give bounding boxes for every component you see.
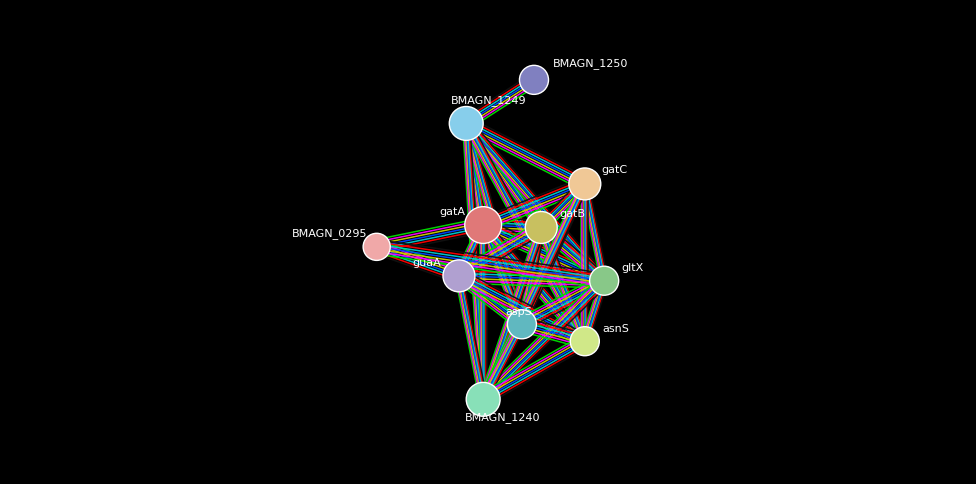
Circle shape — [443, 260, 475, 292]
Circle shape — [467, 382, 500, 416]
Text: gatC: gatC — [602, 166, 628, 175]
Circle shape — [363, 233, 390, 260]
Text: BMAGN_0295: BMAGN_0295 — [292, 228, 367, 239]
Circle shape — [449, 106, 483, 140]
Text: BMAGN_1249: BMAGN_1249 — [451, 95, 527, 106]
Circle shape — [508, 310, 537, 339]
Circle shape — [569, 168, 601, 200]
Text: guaA: guaA — [412, 258, 441, 268]
Circle shape — [590, 266, 619, 295]
Text: gatA: gatA — [439, 207, 466, 217]
Circle shape — [465, 207, 502, 243]
Text: BMAGN_1250: BMAGN_1250 — [553, 58, 629, 69]
Text: BMAGN_1240: BMAGN_1240 — [465, 412, 541, 424]
Text: gatB: gatB — [559, 209, 586, 219]
Circle shape — [519, 65, 549, 94]
Circle shape — [525, 212, 557, 243]
Circle shape — [570, 327, 599, 356]
Text: gltX: gltX — [621, 263, 643, 272]
Text: asnS: asnS — [602, 324, 630, 334]
Text: aspS: aspS — [505, 307, 532, 317]
